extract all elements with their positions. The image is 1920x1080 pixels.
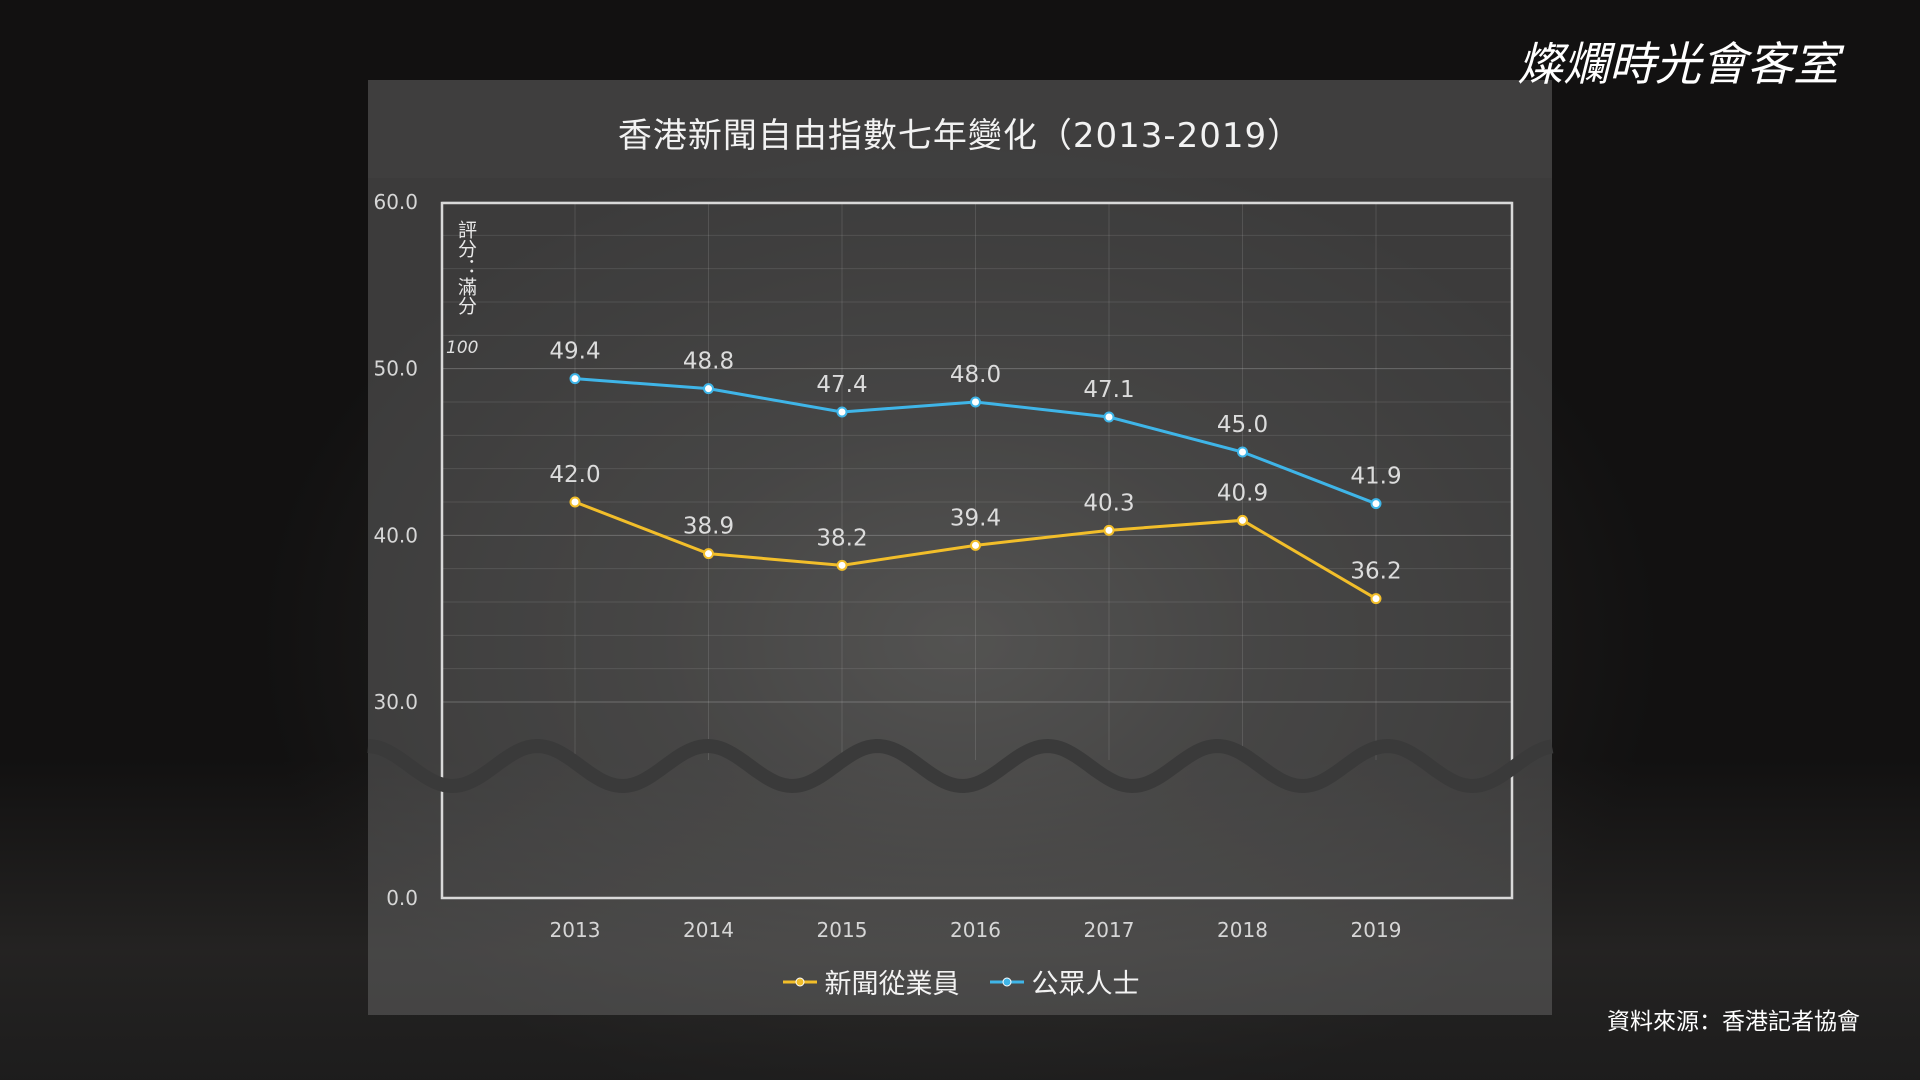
background-floor: [0, 760, 1920, 1080]
data-label: 45.0: [1217, 412, 1268, 438]
data-point: [1237, 514, 1248, 526]
data-point: [703, 383, 714, 395]
y-tick-labels: 0.0 30.0 40.0 50.0 60.0: [373, 190, 418, 910]
series: 42.0 38.9 38.2 39.4 40.3 40.9 36.2 49.4 48.8 47.4…: [549, 339, 1402, 605]
axis-break-wave: [367, 738, 1554, 794]
data-point: [970, 396, 981, 408]
data-label: 40.3: [1083, 490, 1134, 516]
data-point: [1103, 524, 1115, 536]
x-tick-label: 2014: [683, 918, 734, 942]
data-label: 48.8: [683, 349, 734, 375]
data-point: [1370, 498, 1382, 510]
data-point: [836, 406, 848, 418]
data-point: [569, 496, 581, 508]
chart-title: 香港新聞自由指數七年變化（2013-2019）: [617, 116, 1303, 156]
logo-text: 燦爛時光會客室: [1517, 37, 1845, 91]
x-tick-label: 2015: [817, 918, 868, 942]
data-label: 47.4: [816, 372, 867, 398]
data-label: 38.2: [816, 525, 867, 551]
x-tick-label: 2013: [550, 918, 601, 942]
data-label: 42.0: [549, 462, 600, 488]
data-label: 49.4: [549, 339, 600, 365]
title-strip: [368, 80, 1552, 178]
plot-frame: [440, 201, 1514, 900]
legend-label-public: 公眾人士: [1031, 969, 1140, 1000]
data-label: 41.9: [1350, 464, 1401, 490]
grid: [442, 201, 1512, 760]
data-point: [1103, 411, 1115, 423]
data-label: 47.1: [1083, 377, 1134, 403]
data-point: [836, 559, 848, 571]
legend-swatch-journalists: [782, 977, 817, 986]
y-axis-label-max: 100: [446, 338, 479, 358]
x-tick-label: 2016: [950, 918, 1001, 942]
data-label: 36.2: [1350, 559, 1401, 585]
x-tick-label: 2019: [1351, 918, 1402, 942]
data-point: [703, 548, 714, 560]
legend: 新聞從業員 公眾人士: [368, 962, 1552, 1001]
x-tick-label: 2018: [1217, 918, 1268, 942]
data-label: 39.4: [950, 505, 1001, 531]
legend-swatch-public: [989, 977, 1024, 986]
legend-label-journalists: 新聞從業員: [824, 969, 960, 1000]
data-label: 48.0: [950, 362, 1001, 388]
data-label: 40.9: [1217, 480, 1268, 506]
data-point: [1370, 593, 1382, 605]
y-tick-label: 50.0: [373, 357, 418, 381]
y-tick-label: 30.0: [373, 690, 418, 714]
data-label: 38.9: [683, 514, 734, 540]
legend-item-journalists: 新聞從業員: [781, 962, 960, 1001]
data-point: [1237, 446, 1248, 458]
source-credit: 資料來源：香港記者協會: [1607, 1009, 1860, 1035]
y-tick-label: 60.0: [373, 190, 418, 214]
data-point: [970, 539, 981, 551]
x-tick-label: 2017: [1084, 918, 1135, 942]
y-tick-label: 40.0: [373, 523, 418, 547]
data-point: [569, 373, 581, 385]
legend-item-public: 公眾人士: [988, 962, 1140, 1001]
x-tick-labels: 2013 2014 2015 2016 2017 2018 2019: [550, 918, 1402, 942]
logo: 燦爛時光會客室: [1517, 37, 1845, 91]
y-tick-label: 0.0: [386, 886, 418, 910]
y-axis-label: 評分：滿分: [455, 220, 477, 315]
